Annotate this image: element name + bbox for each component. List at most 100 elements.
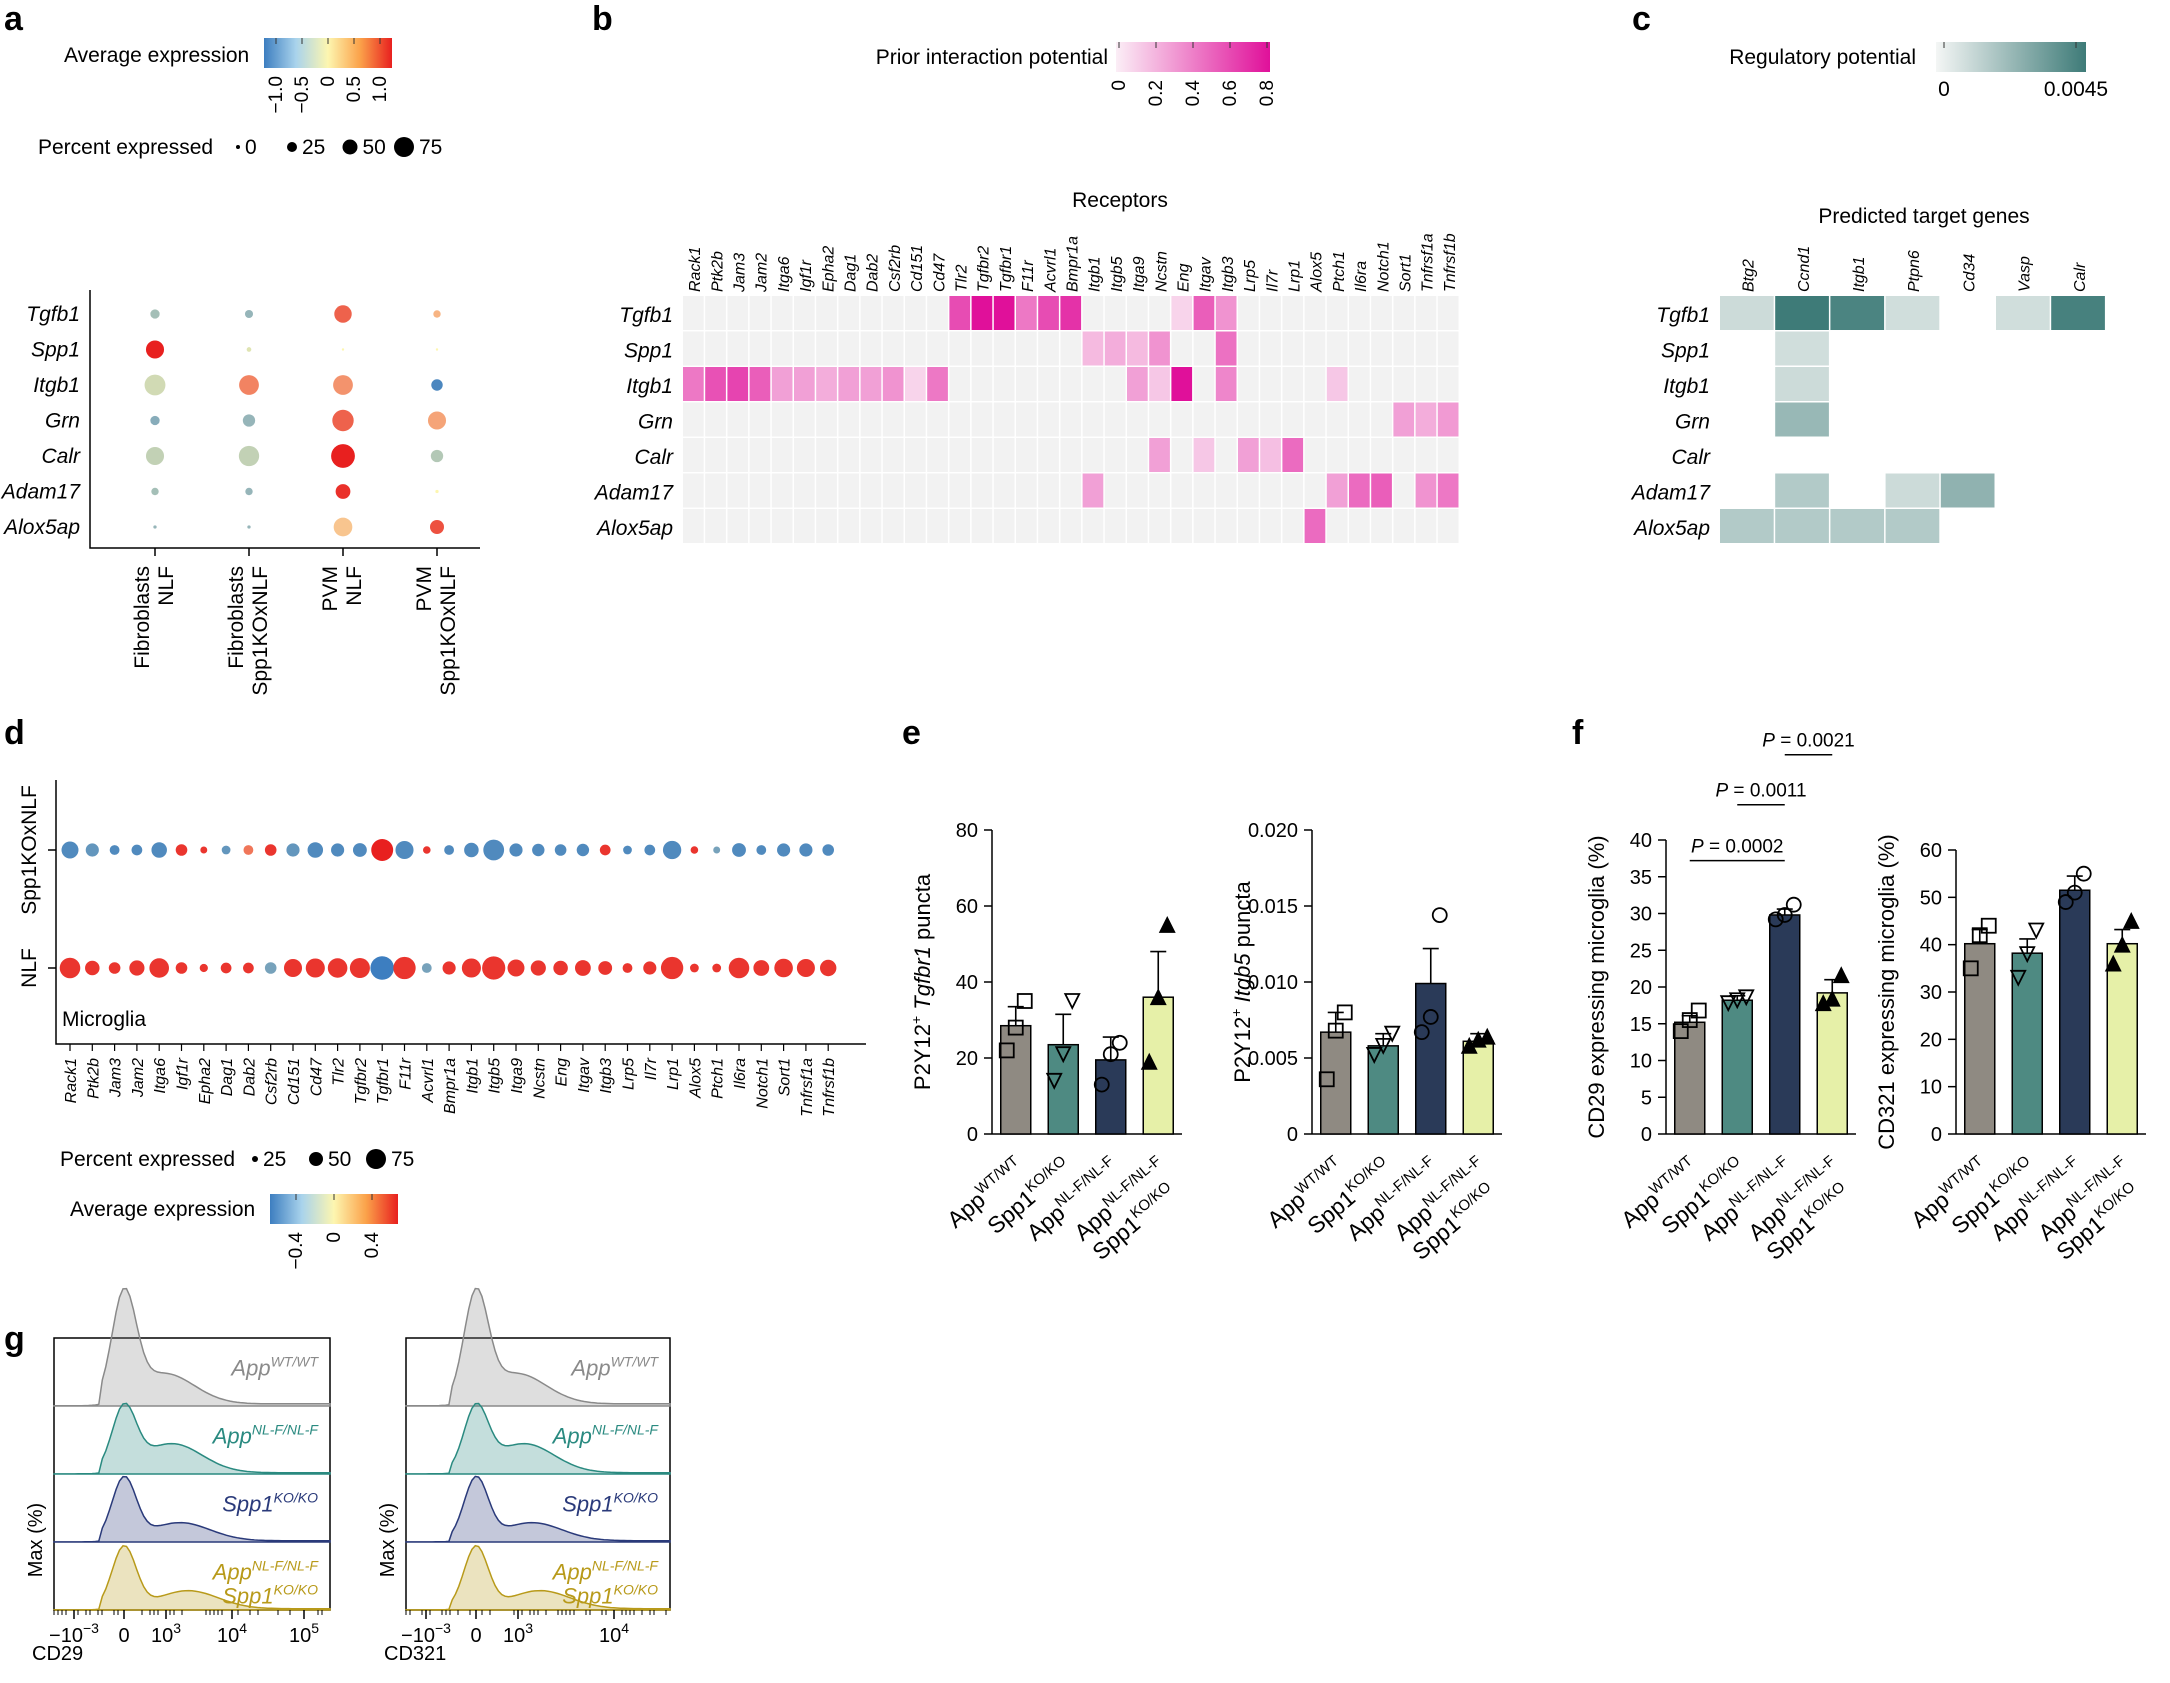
panel-letter-c: c — [1632, 0, 1651, 38]
heat-cell — [727, 438, 748, 472]
heat-cell — [1149, 474, 1170, 508]
p-value-label: P = 0.0021 — [1762, 731, 1854, 752]
heat-cell — [1941, 474, 1995, 508]
bar — [1817, 993, 1847, 1134]
heat-cell — [1038, 296, 1059, 330]
heat-cell — [994, 438, 1015, 472]
pct-legend-label: 25 — [263, 1148, 286, 1171]
heat-cell — [727, 367, 748, 401]
column-label: Itgb5 — [1109, 256, 1126, 292]
heat-cell — [1393, 403, 1414, 437]
group-label-line1: PVM — [319, 566, 342, 612]
heat-cell — [1886, 296, 1940, 330]
dot — [333, 375, 353, 395]
heat-cell — [1171, 296, 1192, 330]
ylabel-gene: Itgb5 — [1230, 953, 1255, 1003]
heat-cell — [994, 332, 1015, 366]
heat-cell — [905, 474, 926, 508]
heat-cell — [972, 474, 993, 508]
gene-label: Adam17 — [0, 481, 81, 504]
heat-cell — [1016, 332, 1037, 366]
gene-label: Ptch1 — [710, 1058, 727, 1099]
dot-nlf — [370, 956, 394, 980]
heat-cell — [949, 403, 970, 437]
heat-cell — [883, 438, 904, 472]
heat-cell — [1083, 403, 1104, 437]
dot-ko — [483, 840, 504, 861]
heat-cell — [1327, 367, 1348, 401]
pct-legend-dot — [394, 137, 414, 157]
dot-ko — [265, 844, 277, 856]
heat-cell — [1349, 474, 1370, 508]
heat-cell — [927, 296, 948, 330]
bar — [1770, 915, 1800, 1134]
column-label: Lrp5 — [1242, 260, 1259, 292]
column-label: Ptk2b — [709, 251, 726, 292]
heat-cell — [1060, 332, 1081, 366]
dot — [243, 414, 255, 426]
heat-cell — [772, 367, 793, 401]
bar — [2060, 890, 2090, 1134]
hist-legend: Spp1KO/KO — [222, 1489, 318, 1516]
heat-cell — [1016, 296, 1037, 330]
heat-cell — [1305, 403, 1326, 437]
pct-legend-dot — [309, 1152, 323, 1166]
heat-cell — [816, 332, 837, 366]
p-value: 0.0011 — [1750, 781, 1807, 802]
legend-sup: KO/KO — [274, 1489, 318, 1505]
heat-cell — [1438, 332, 1459, 366]
p-symbol: P — [1715, 781, 1728, 802]
point-circle — [1433, 908, 1447, 922]
heat-cell — [1282, 509, 1303, 543]
heat-cell — [1327, 296, 1348, 330]
legend-base: App — [229, 1355, 270, 1380]
dot-nlf — [393, 957, 415, 979]
heat-cell — [683, 367, 704, 401]
heat-cell — [1886, 474, 1940, 508]
heat-cell — [1720, 509, 1774, 543]
heat-cell — [1038, 403, 1059, 437]
column-label: Itgb1 — [1851, 256, 1868, 292]
tick-base: 10 — [599, 1625, 621, 1647]
legend-sup: NL-F/NL-F — [592, 1557, 660, 1573]
heat-cell — [1149, 403, 1170, 437]
axes — [90, 290, 480, 548]
column-label: Ptch1 — [1331, 251, 1348, 292]
dot-ko — [732, 843, 746, 857]
dot-nlf — [729, 958, 750, 979]
heat-cell — [927, 403, 948, 437]
gene-label: Dag1 — [219, 1058, 236, 1096]
bar — [1463, 1041, 1493, 1134]
heat-cell — [1260, 403, 1281, 437]
column-title: Receptors — [1072, 189, 1168, 212]
heat-cell — [1282, 438, 1303, 472]
heat-cell — [949, 367, 970, 401]
dot-ko — [464, 843, 479, 858]
heat-cell — [1060, 474, 1081, 508]
heat-cell — [1775, 403, 1829, 437]
heat-cell — [1260, 367, 1281, 401]
heat-cell — [1305, 509, 1326, 543]
heat-cell — [1371, 332, 1392, 366]
y-tick-label: 25 — [1630, 940, 1652, 962]
tick-exponent: 5 — [311, 1620, 319, 1636]
dot-ko — [286, 843, 299, 856]
pct-legend-label: 0 — [245, 136, 257, 159]
pct-legend-dot — [252, 1156, 258, 1162]
legend-title: Regulatory potential — [1729, 46, 1916, 69]
y-axis-label: P2Y12+ Itgb5 puncta — [1228, 880, 1255, 1082]
heat-cell — [1371, 438, 1392, 472]
heat-cell — [861, 332, 882, 366]
heat-cell — [1127, 367, 1148, 401]
heat-cell — [1349, 367, 1370, 401]
tick-exponent: 3 — [525, 1620, 533, 1636]
y-tick-label: 15 — [1630, 1014, 1652, 1036]
heat-cell — [1016, 438, 1037, 472]
heat-cell — [1416, 332, 1437, 366]
column-label: Itga9 — [1131, 256, 1148, 292]
x-tick-label: 0 — [118, 1625, 129, 1647]
group-label-line2: NLF — [343, 566, 366, 606]
heat-cell — [838, 509, 859, 543]
dot-nlf — [598, 961, 612, 975]
heat-cell — [1194, 296, 1215, 330]
